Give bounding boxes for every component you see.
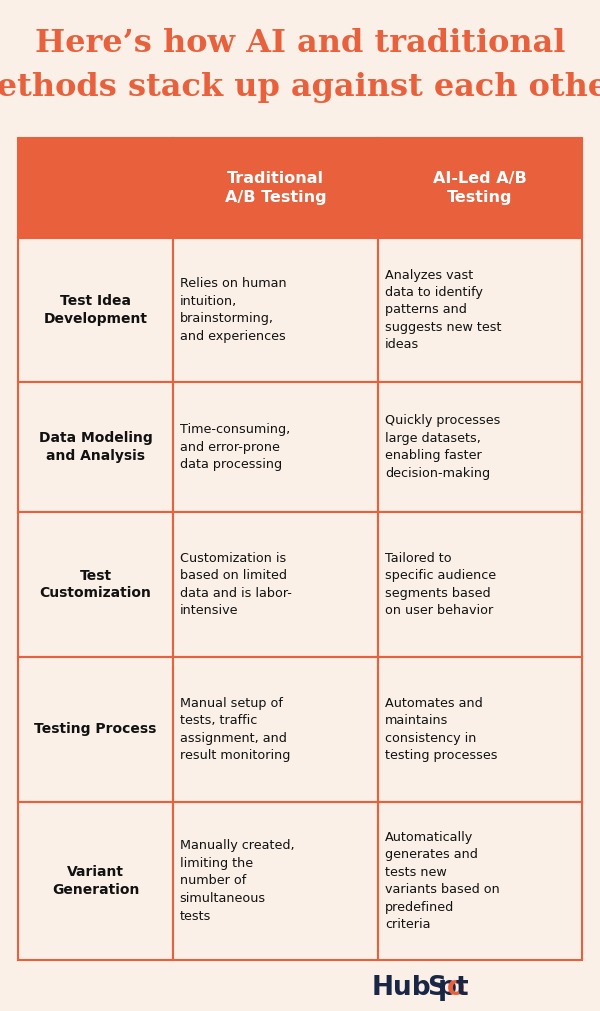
Text: Test
Customization: Test Customization <box>40 569 151 601</box>
Text: o: o <box>446 975 464 1001</box>
Text: Here’s how AI and traditional
methods stack up against each other:: Here’s how AI and traditional methods st… <box>0 28 600 103</box>
Text: Data Modeling
and Analysis: Data Modeling and Analysis <box>38 432 152 463</box>
Bar <box>173 512 378 657</box>
Bar <box>18 137 173 238</box>
Bar <box>378 238 582 382</box>
Bar <box>18 512 173 657</box>
Bar <box>378 802 582 960</box>
Bar <box>173 238 378 382</box>
Text: Manually created,
limiting the
number of
simultaneous
tests: Manually created, limiting the number of… <box>180 839 295 922</box>
Text: Quickly processes
large datasets,
enabling faster
decision-making: Quickly processes large datasets, enabli… <box>385 415 500 480</box>
Text: Hub: Hub <box>372 975 431 1001</box>
Text: Test Idea
Development: Test Idea Development <box>44 294 148 326</box>
Bar <box>18 657 173 802</box>
Bar <box>378 382 582 512</box>
Text: Analyzes vast
data to identify
patterns and
suggests new test
ideas: Analyzes vast data to identify patterns … <box>385 269 501 352</box>
Text: Time-consuming,
and error-prone
data processing: Time-consuming, and error-prone data pro… <box>180 423 290 471</box>
Bar <box>18 802 173 960</box>
Bar <box>173 657 378 802</box>
Text: Tailored to
specific audience
segments based
on user behavior: Tailored to specific audience segments b… <box>385 552 496 618</box>
Bar <box>378 657 582 802</box>
Text: t: t <box>456 975 469 1001</box>
Text: Variant
Generation: Variant Generation <box>52 865 139 897</box>
Bar <box>173 802 378 960</box>
Text: Automates and
maintains
consistency in
testing processes: Automates and maintains consistency in t… <box>385 697 497 762</box>
Text: Relies on human
intuition,
brainstorming,
and experiences: Relies on human intuition, brainstorming… <box>180 277 286 343</box>
Text: S: S <box>427 975 446 1001</box>
Text: AI-Led A/B
Testing: AI-Led A/B Testing <box>433 171 527 205</box>
Text: Customization is
based on limited
data and is labor-
intensive: Customization is based on limited data a… <box>180 552 292 618</box>
Text: p: p <box>438 975 457 1001</box>
Bar <box>173 382 378 512</box>
Text: Traditional
A/B Testing: Traditional A/B Testing <box>224 171 326 205</box>
Bar <box>18 238 173 382</box>
Bar <box>378 137 582 238</box>
Text: Testing Process: Testing Process <box>34 723 157 736</box>
Bar <box>18 382 173 512</box>
Text: Manual setup of
tests, traffic
assignment, and
result monitoring: Manual setup of tests, traffic assignmen… <box>180 697 290 762</box>
Bar <box>378 512 582 657</box>
Text: Automatically
generates and
tests new
variants based on
predefined
criteria: Automatically generates and tests new va… <box>385 831 500 931</box>
Bar <box>173 137 378 238</box>
